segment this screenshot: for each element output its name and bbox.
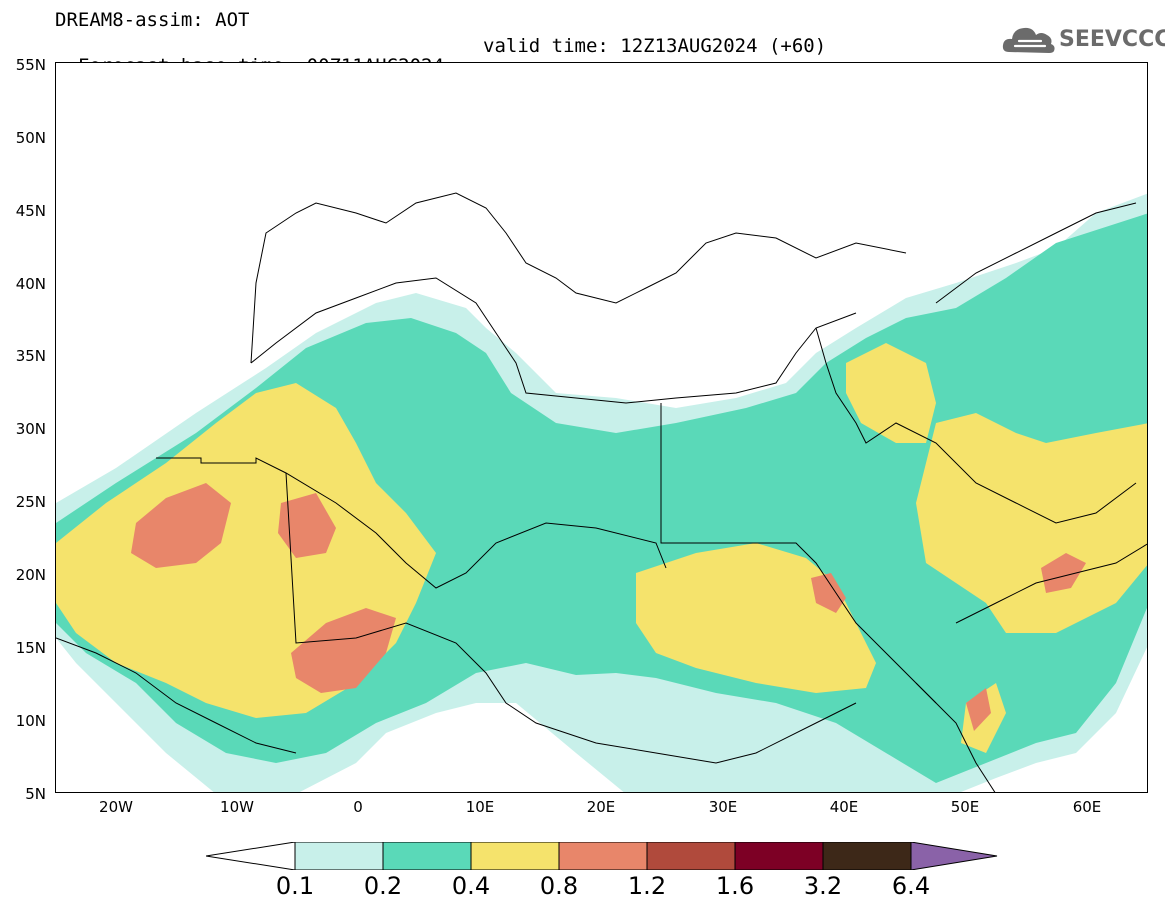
lon-label: 10W	[220, 798, 254, 816]
logo-text: SEEVCCC	[1059, 27, 1165, 52]
colorbar-label: 0.4	[451, 872, 491, 900]
colorbar-under-arrow	[206, 842, 296, 870]
lat-label: 10N	[15, 712, 46, 730]
lat-label: 25N	[15, 493, 46, 511]
colorbar-label: 6.4	[891, 872, 931, 900]
lon-label: 20W	[99, 798, 133, 816]
colorbar-segment	[646, 842, 736, 870]
aot-contour-0-8	[291, 608, 396, 693]
lat-label: 30N	[15, 420, 46, 438]
colorbar-label: 0.2	[363, 872, 403, 900]
colorbar-segment	[382, 842, 472, 870]
colorbar-segment	[822, 842, 912, 870]
colorbar	[206, 842, 998, 870]
lat-label: 20N	[15, 566, 46, 584]
lon-label: 0	[353, 798, 363, 816]
aot-contour-0-8	[1041, 553, 1086, 593]
aot-contour-0-8	[811, 573, 846, 613]
lon-label: 10E	[465, 798, 495, 816]
lon-label: 50E	[950, 798, 980, 816]
cloud-icon	[1002, 27, 1055, 53]
aot-map	[55, 62, 1148, 793]
colorbar-over-arrow	[910, 842, 998, 870]
colorbar-segment	[294, 842, 384, 870]
seevccc-logo: SEEVCCC	[1001, 22, 1165, 58]
lon-label: 60E	[1072, 798, 1102, 816]
aot-contour-0-4	[846, 343, 936, 443]
colorbar-label: 1.6	[715, 872, 755, 900]
valid-time: valid time: 12Z13AUG2024 (+60)	[483, 35, 827, 57]
colorbar-segment	[558, 842, 648, 870]
lon-label: 20E	[586, 798, 616, 816]
colorbar-label: 3.2	[803, 872, 843, 900]
lon-label: 30E	[708, 798, 738, 816]
aot-contour-0-8	[966, 688, 991, 731]
map-title: DREAM8-assim: AOT	[55, 9, 250, 31]
lat-label: 5N	[25, 785, 46, 803]
lat-label: 55N	[15, 56, 46, 74]
colorbar-label: 1.2	[627, 872, 667, 900]
aot-contour-0-4	[916, 413, 1147, 633]
aot-contour-0-8	[131, 483, 231, 568]
lat-label: 35N	[15, 347, 46, 365]
lat-label: 45N	[15, 202, 46, 220]
colorbar-segment	[470, 842, 560, 870]
lat-label: 40N	[15, 275, 46, 293]
lat-label: 50N	[15, 129, 46, 147]
lon-label: 40E	[829, 798, 859, 816]
borders	[56, 192, 1147, 792]
colorbar-label: 0.8	[539, 872, 579, 900]
colorbar-segment	[734, 842, 824, 870]
lat-label: 15N	[15, 639, 46, 657]
colorbar-label: 0.1	[275, 872, 315, 900]
aot-contour-0-8	[278, 493, 336, 558]
